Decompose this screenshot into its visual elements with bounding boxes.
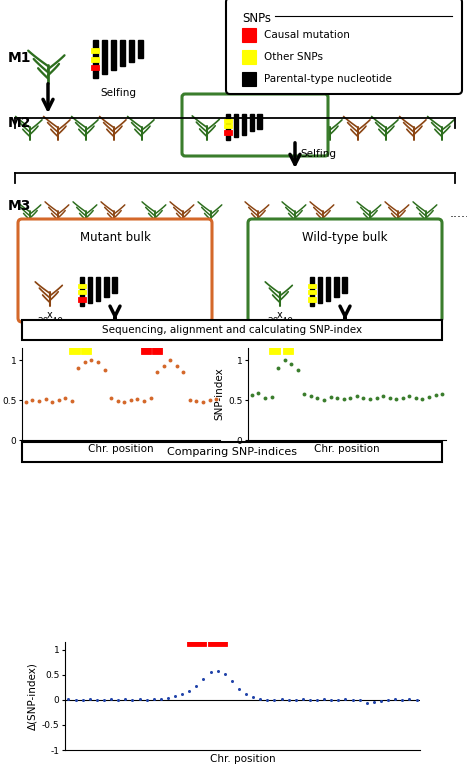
Bar bbox=[326, 277, 331, 300]
Bar bbox=[208, 639, 227, 646]
Bar bbox=[120, 40, 125, 66]
Bar bbox=[92, 40, 98, 78]
Bar bbox=[91, 48, 99, 53]
Text: M3: M3 bbox=[8, 199, 31, 213]
Text: 20-40: 20-40 bbox=[37, 317, 63, 326]
FancyBboxPatch shape bbox=[18, 219, 212, 322]
Bar bbox=[242, 28, 256, 42]
Text: Mutant bulk: Mutant bulk bbox=[79, 231, 150, 244]
Text: Other SNPs: Other SNPs bbox=[264, 52, 323, 62]
Bar bbox=[308, 290, 316, 294]
Bar bbox=[22, 320, 442, 340]
Bar bbox=[128, 40, 134, 62]
Bar bbox=[91, 57, 99, 61]
Bar bbox=[152, 347, 163, 355]
Bar bbox=[80, 277, 84, 306]
Bar bbox=[249, 114, 254, 131]
Bar bbox=[111, 40, 115, 70]
Text: ......: ...... bbox=[450, 206, 467, 219]
Bar bbox=[69, 347, 79, 355]
Bar bbox=[225, 124, 232, 128]
Y-axis label: SNP-index: SNP-index bbox=[214, 368, 224, 420]
Bar bbox=[269, 347, 280, 355]
Text: SNPs: SNPs bbox=[242, 12, 271, 25]
Bar bbox=[91, 65, 99, 70]
Text: Sequencing, alignment and calculating SNP-index: Sequencing, alignment and calculating SN… bbox=[102, 325, 362, 335]
X-axis label: Chr. position: Chr. position bbox=[88, 444, 154, 454]
Text: Parental-type nucleotide: Parental-type nucleotide bbox=[264, 74, 392, 84]
Bar bbox=[257, 114, 262, 128]
Bar bbox=[80, 347, 91, 355]
Text: Causal mutation: Causal mutation bbox=[264, 30, 350, 40]
Bar bbox=[96, 277, 100, 300]
Text: x: x bbox=[277, 310, 283, 320]
Bar bbox=[78, 290, 85, 294]
Text: Selfing: Selfing bbox=[100, 88, 136, 98]
Text: M2: M2 bbox=[8, 116, 31, 130]
Bar bbox=[308, 284, 316, 288]
Bar bbox=[22, 442, 442, 462]
FancyBboxPatch shape bbox=[182, 94, 328, 156]
Bar bbox=[187, 639, 206, 646]
Bar bbox=[88, 277, 92, 303]
FancyBboxPatch shape bbox=[226, 0, 462, 94]
Bar bbox=[242, 50, 256, 64]
Bar bbox=[334, 277, 339, 297]
Bar bbox=[225, 131, 232, 135]
Bar bbox=[225, 119, 232, 123]
Bar bbox=[242, 72, 256, 86]
Bar bbox=[101, 40, 106, 74]
Y-axis label: Δ(SNP-index): Δ(SNP-index) bbox=[28, 662, 38, 730]
Text: 20-40: 20-40 bbox=[267, 317, 293, 326]
Bar bbox=[318, 277, 322, 303]
Text: x: x bbox=[47, 310, 53, 320]
Text: Wild-type bulk: Wild-type bulk bbox=[302, 231, 388, 244]
Bar bbox=[283, 347, 293, 355]
Bar bbox=[104, 277, 108, 297]
Text: M1: M1 bbox=[8, 51, 31, 65]
Bar bbox=[112, 277, 117, 293]
Bar bbox=[78, 297, 85, 302]
FancyBboxPatch shape bbox=[248, 219, 442, 322]
Bar bbox=[234, 114, 238, 138]
X-axis label: Chr. position: Chr. position bbox=[314, 444, 380, 454]
Bar bbox=[137, 40, 142, 58]
Bar bbox=[241, 114, 246, 135]
Bar bbox=[342, 277, 347, 293]
Bar bbox=[310, 277, 314, 306]
Text: Selfing: Selfing bbox=[300, 149, 336, 159]
X-axis label: Chr. position: Chr. position bbox=[210, 754, 276, 764]
Bar bbox=[226, 114, 230, 140]
Bar bbox=[78, 284, 85, 288]
Bar bbox=[308, 297, 316, 302]
Bar bbox=[141, 347, 151, 355]
Text: Comparing SNP-indices: Comparing SNP-indices bbox=[167, 447, 297, 457]
